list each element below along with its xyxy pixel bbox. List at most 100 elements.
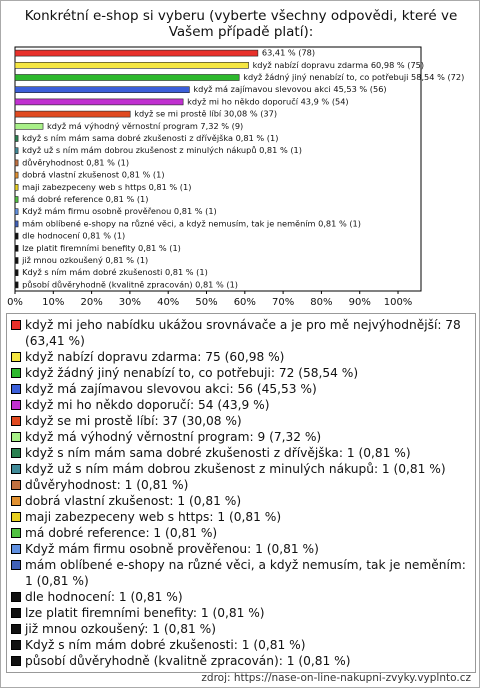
legend-item: když žádný jiný nenabízí to, co potřebuj… — [11, 365, 471, 381]
x-tick-label: 90% — [349, 297, 371, 308]
value-label: má dobré reference 0,81 % (1) — [22, 194, 148, 204]
legend-swatch — [11, 592, 21, 602]
legend-swatch — [11, 384, 21, 394]
legend-swatch — [11, 656, 21, 666]
x-tick-label: 100% — [384, 297, 413, 308]
legend-swatch — [11, 432, 21, 442]
legend-swatch — [11, 512, 21, 522]
legend-item: Když mám firmu osobně prověřenou: 1 (0,8… — [11, 541, 471, 557]
bar — [14, 135, 19, 142]
legend-item: dobrá vlastní zkušenost: 1 (0,81 %) — [11, 493, 471, 509]
legend-item: když nabízí dopravu zdarma: 75 (60,98 %) — [11, 349, 471, 365]
x-tick-label: 10% — [42, 297, 64, 308]
legend-item: když mi jeho nabídku ukážou srovnávače a… — [11, 317, 471, 349]
source: zdroj: https://nase-on-line-nakupni-zvyk… — [201, 672, 471, 684]
bar — [14, 220, 19, 228]
value-label: maji zabezpeceny web s https 0,81 % (1) — [22, 182, 191, 192]
x-tick-label: 0% — [7, 297, 23, 308]
value-label: když žádný jiný nenabízí to, co potřebuj… — [243, 72, 464, 82]
bar — [14, 159, 19, 167]
value-label: 63,41 % (78) — [262, 48, 315, 58]
bar — [14, 257, 19, 264]
legend-label: již mnou ozkoušený: 1 (0,81 %) — [25, 622, 216, 636]
legend-label: důvěryhodnost: 1 (0,81 %) — [25, 478, 189, 492]
value-label: když má výhodný věrnostní program 7,32 %… — [47, 121, 243, 131]
legend-swatch — [11, 608, 21, 618]
legend-item: když se mi prostě líbí: 37 (30,08 %) — [11, 413, 471, 429]
bar — [14, 281, 19, 289]
value-label: když mi ho někdo doporučí 43,9 % (54) — [187, 96, 348, 106]
legend-item: má dobré reference: 1 (0,81 %) — [11, 525, 471, 541]
bar — [14, 147, 19, 154]
plot: 0% 10% 20% 30% 40% 50% 60% 70% 80% 90% 100% 63,41 %… — [7, 46, 464, 308]
value-label: Když mám firmu osobně prověřenou 0,81 % … — [22, 206, 217, 216]
value-label: když má zajímavou slevovou akci 45,53 % … — [193, 84, 386, 94]
legend-label: dobrá vlastní zkušenost: 1 (0,81 %) — [25, 494, 242, 508]
legend-swatch — [11, 480, 21, 490]
legend-label: když s ním mám sama dobré zkušenosti z d… — [25, 446, 411, 460]
bar — [14, 269, 19, 277]
legend-label: když má výhodný věrnostní program: 9 (7,… — [25, 430, 322, 444]
legend: když mi jeho nabídku ukážou srovnávače a… — [6, 313, 476, 673]
legend-swatch — [11, 448, 21, 458]
legend-swatch — [11, 368, 21, 378]
legend-swatch — [11, 528, 21, 538]
x-tick-label: 50% — [195, 297, 217, 308]
legend-item: dle hodnocení: 1 (0,81 %) — [11, 589, 471, 605]
value-label: když se mi prostě líbí 30,08 % (37) — [134, 109, 277, 119]
bar — [14, 196, 19, 203]
legend-label: maji zabezpeceny web s https: 1 (0,81 %) — [25, 510, 282, 524]
value-label: když už s ním mám dobrou zkušenost z min… — [22, 145, 302, 155]
legend-swatch — [11, 352, 21, 362]
legend-swatch — [11, 624, 21, 634]
bar — [14, 184, 19, 191]
legend-label: dle hodnocení: 1 (0,81 %) — [25, 590, 183, 604]
value-label: důvěryhodnost 0,81 % (1) — [22, 157, 129, 167]
value-label: působí důvěryhodně (kvalitně zpracován) … — [22, 279, 238, 289]
value-label: již mnou ozkoušený 0,81 % (1) — [21, 255, 148, 265]
legend-label: lze platit firemními benefity: 1 (0,81 %… — [25, 606, 265, 620]
value-label: dobrá vlastní zkušenost 0,81 % (1) — [22, 170, 164, 180]
bar — [14, 61, 249, 69]
legend-label: má dobré reference: 1 (0,81 %) — [25, 526, 218, 540]
legend-swatch — [11, 464, 21, 474]
chart-title: Konkrétní e-shop si vyberu (vyberte všec… — [24, 8, 458, 40]
legend-label: Když s ním mám dobré zkušenosti: 1 (0,81… — [25, 638, 306, 652]
legend-label: Když mám firmu osobně prověřenou: 1 (0,8… — [25, 542, 319, 556]
x-tick-label: 80% — [310, 297, 332, 308]
legend-swatch — [11, 320, 21, 330]
bar — [14, 98, 184, 106]
legend-swatch — [11, 400, 21, 410]
legend-item: lze platit firemními benefity: 1 (0,81 %… — [11, 605, 471, 621]
legend-label: působí důvěryhodně (kvalitně zpracován):… — [25, 654, 351, 668]
bar — [14, 110, 131, 118]
bar — [14, 74, 240, 81]
legend-item: Když s ním mám dobré zkušenosti: 1 (0,81… — [11, 637, 471, 653]
value-label: mám oblíbené e-shopy na různé věci, a kd… — [22, 218, 361, 228]
value-label: Když s ním mám dobré zkušenosti 0,81 % (… — [22, 267, 208, 277]
x-tick-label: 20% — [80, 297, 102, 308]
legend-label: když nabízí dopravu zdarma: 75 (60,98 %) — [25, 350, 285, 364]
bar — [14, 232, 19, 240]
legend-item: když má výhodný věrnostní program: 9 (7,… — [11, 429, 471, 445]
legend-label: když mi ho někdo doporučí: 54 (43,9 %) — [25, 398, 270, 412]
legend-item: když má zajímavou slevovou akci: 56 (45,… — [11, 381, 471, 397]
bar — [14, 208, 19, 215]
bar — [14, 171, 19, 179]
x-tick-label: 60% — [234, 297, 256, 308]
legend-item: když s ním mám sama dobré zkušenosti z d… — [11, 445, 471, 461]
value-label: když nabízí dopravu zdarma 60,98 % (75) — [253, 60, 425, 70]
legend-label: když se mi prostě líbí: 37 (30,08 %) — [25, 414, 242, 428]
legend-swatch — [11, 496, 21, 506]
legend-label: když mi jeho nabídku ukážou srovnávače a… — [25, 318, 461, 348]
x-tick-label: 30% — [119, 297, 141, 308]
legend-item: již mnou ozkoušený: 1 (0,81 %) — [11, 621, 471, 637]
bar — [14, 245, 19, 252]
legend-item: důvěryhodnost: 1 (0,81 %) — [11, 477, 471, 493]
legend-swatch — [11, 544, 21, 554]
legend-item: maji zabezpeceny web s https: 1 (0,81 %) — [11, 509, 471, 525]
bar — [14, 49, 259, 57]
bar — [14, 86, 190, 93]
legend-item: když mi ho někdo doporučí: 54 (43,9 %) — [11, 397, 471, 413]
bar — [14, 123, 44, 130]
